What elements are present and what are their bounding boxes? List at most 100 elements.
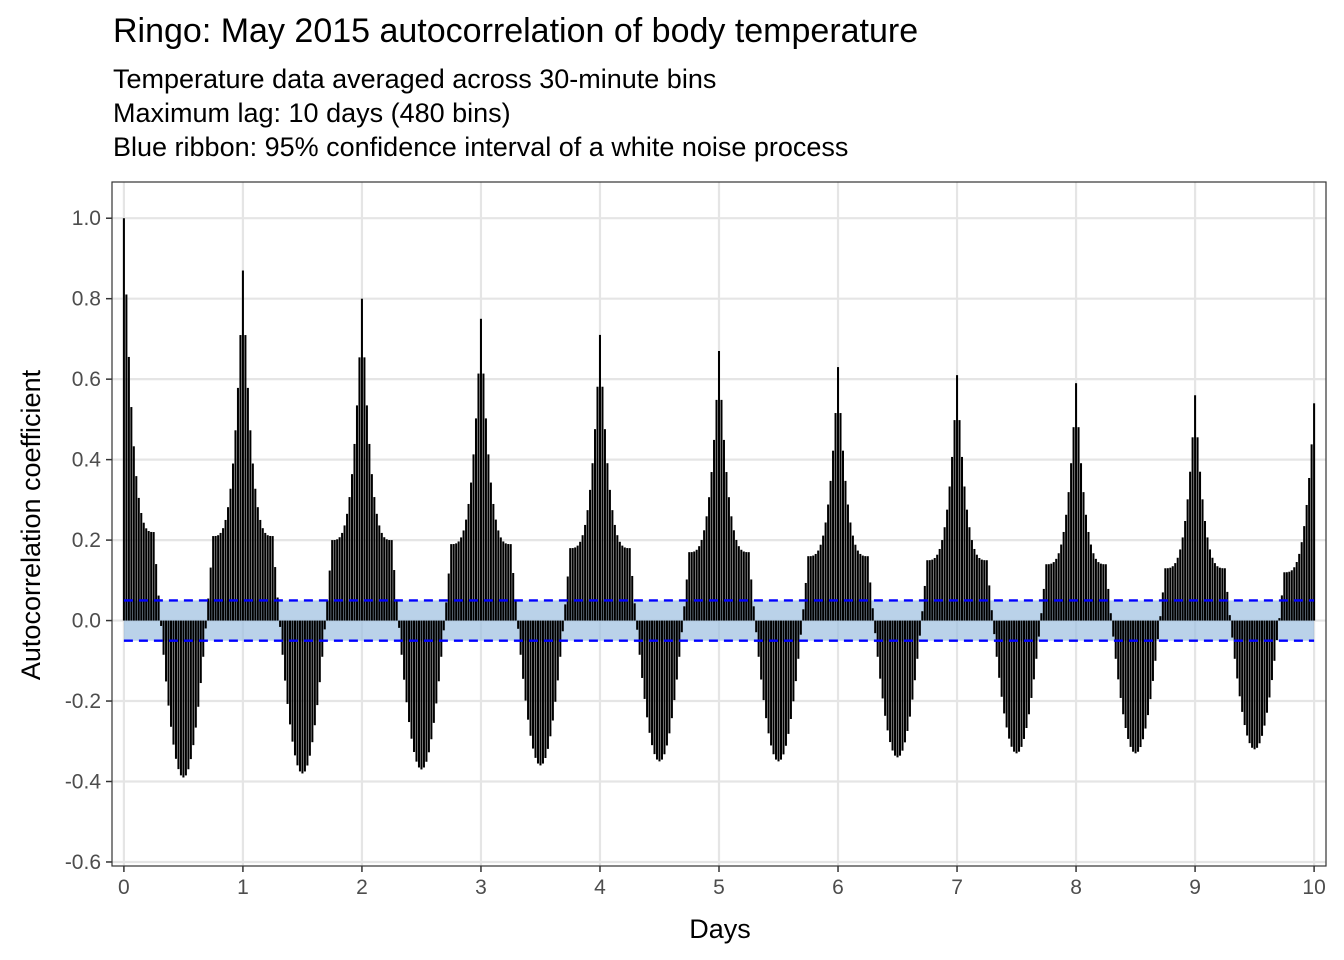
- y-tick-label: -0.2: [65, 690, 101, 713]
- acf-bar: [665, 620, 668, 746]
- y-tick-label: -0.4: [65, 771, 102, 794]
- acf-bar: [772, 620, 775, 755]
- acf-bar: [169, 620, 173, 727]
- acf-bar: [705, 516, 708, 621]
- acf-bar: [1010, 620, 1013, 747]
- acf-bar: [678, 620, 681, 657]
- acf-bar: [346, 513, 349, 621]
- acf-bar: [834, 413, 837, 621]
- acf-bar: [700, 539, 703, 621]
- acf-bar: [239, 335, 242, 621]
- acf-bar: [584, 524, 587, 621]
- acf-bar: [668, 620, 671, 734]
- acf-bar: [122, 218, 125, 621]
- acf-bar: [474, 418, 478, 621]
- acf-bar: [1156, 620, 1159, 640]
- acf-bar: [985, 560, 988, 621]
- acf-bar: [822, 535, 825, 621]
- acf-bar: [713, 439, 716, 621]
- acf-bar: [1107, 588, 1110, 621]
- acf-bar: [316, 620, 319, 706]
- acf-bar: [130, 407, 133, 621]
- acf-bar: [1181, 537, 1184, 621]
- acf-bar: [970, 540, 973, 621]
- acf-bar: [958, 420, 961, 621]
- y-axis-ticks: -0.6 -0.4 -0.2 0.0 0.2 0.4 0.6 0.8 1.0: [65, 207, 112, 874]
- acf-bar: [549, 620, 552, 737]
- acf-bar: [1290, 570, 1293, 621]
- acf-bar: [1035, 620, 1038, 659]
- acf-bar: [254, 488, 257, 621]
- acf-bar: [234, 430, 237, 621]
- acf-bar: [752, 606, 755, 621]
- acf-bar: [351, 474, 354, 621]
- acf-bar: [956, 375, 959, 621]
- acf-bar: [653, 620, 656, 755]
- acf-bar: [165, 620, 168, 682]
- acf-bar: [1030, 620, 1033, 698]
- acf-bar: [1062, 531, 1065, 621]
- acf-bar: [137, 497, 140, 621]
- chart-subtitle-line-1: Temperature data averaged across 30-minu…: [113, 64, 717, 94]
- acf-bar: [1047, 564, 1050, 621]
- acf-bar: [405, 620, 408, 703]
- acf-bar: [1253, 620, 1256, 750]
- acf-bar: [643, 620, 646, 699]
- acf-bar: [360, 298, 363, 621]
- acf-bar: [851, 535, 854, 621]
- acf-bar: [472, 454, 475, 621]
- acf-bar: [673, 620, 676, 701]
- acf-bar: [145, 528, 148, 621]
- acf-bar: [1295, 562, 1298, 621]
- acf-bar: [579, 541, 582, 621]
- acf-bar: [626, 548, 629, 621]
- acf-bar: [638, 620, 641, 655]
- acf-bar: [1102, 564, 1105, 621]
- acf-bar: [261, 528, 264, 621]
- acf-bar: [222, 528, 225, 621]
- acf-bar: [554, 620, 557, 702]
- acf-bar: [837, 367, 840, 621]
- acf-bar: [348, 497, 351, 621]
- acf-bar: [1243, 620, 1246, 726]
- acf-bar: [807, 556, 810, 621]
- acf-bar: [571, 548, 574, 621]
- acf-bar: [1171, 566, 1174, 621]
- acf-bar: [189, 620, 192, 760]
- acf-bar: [328, 570, 331, 621]
- acf-bar: [395, 599, 398, 621]
- acf-bar: [408, 620, 411, 723]
- acf-bar: [829, 480, 832, 621]
- acf-bar: [1146, 620, 1149, 716]
- acf-bar: [918, 620, 921, 636]
- acf-bar: [1194, 395, 1197, 621]
- acf-bar: [846, 504, 849, 621]
- acf-bar: [908, 620, 911, 717]
- acf-bar: [204, 620, 207, 629]
- acf-bar: [946, 509, 949, 621]
- acf-bar: [824, 522, 827, 621]
- acf-bar: [740, 549, 743, 621]
- acf-bar: [1248, 620, 1251, 744]
- acf-bar: [1082, 492, 1085, 621]
- acf-bar: [1238, 620, 1241, 697]
- acf-bar: [182, 620, 185, 778]
- acf-bar: [251, 463, 254, 621]
- x-tick-label: 4: [594, 876, 606, 899]
- acf-bar: [1070, 463, 1073, 621]
- acf-bar: [318, 620, 321, 683]
- y-tick-label: 0.6: [72, 368, 101, 391]
- acf-bar: [993, 620, 996, 635]
- x-tick-label: 0: [118, 876, 130, 899]
- y-tick-label: -0.6: [65, 851, 101, 874]
- acf-bar: [923, 585, 926, 621]
- acf-bar: [217, 535, 220, 621]
- acf-bar: [155, 564, 158, 621]
- acf-bar: [901, 620, 904, 751]
- acf-bar: [561, 620, 564, 632]
- acf-bar: [524, 620, 527, 701]
- acf-bar: [227, 507, 230, 621]
- acf-bar: [427, 620, 430, 753]
- acf-bar: [177, 620, 180, 770]
- acf-bar: [1008, 620, 1011, 739]
